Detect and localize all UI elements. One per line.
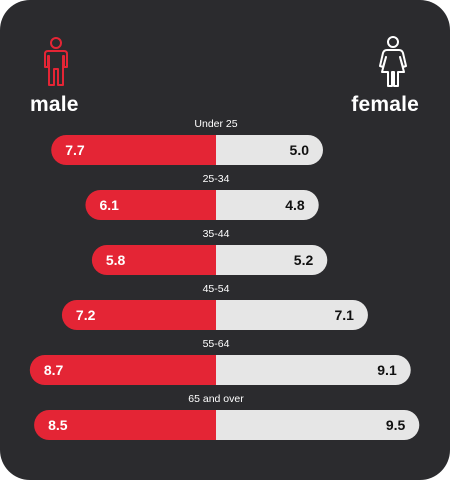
female-bar <box>216 245 328 275</box>
female-bar <box>216 190 319 220</box>
male-bar <box>51 135 217 165</box>
female-value-label: 9.1 <box>377 362 397 378</box>
male-value-label: 7.7 <box>65 142 85 158</box>
female-value-label: 4.8 <box>285 197 305 213</box>
female-bar <box>216 300 368 330</box>
male-person-icon <box>39 37 73 92</box>
legend-female-label: female <box>351 93 419 116</box>
female-bar <box>216 135 323 165</box>
category-label: 65 and over <box>188 393 244 405</box>
female-value-label: 5.2 <box>294 252 314 268</box>
female-value-label: 5.0 <box>290 142 310 158</box>
category-label: 45-54 <box>203 283 230 295</box>
male-bar <box>29 355 216 385</box>
category-label: Under 25 <box>194 118 237 130</box>
male-value-label: 5.8 <box>106 252 126 268</box>
category-label: 25-34 <box>203 173 230 185</box>
male-value-label: 8.5 <box>48 417 68 433</box>
male-bar <box>34 410 216 440</box>
female-value-label: 7.1 <box>334 307 354 323</box>
female-value-label: 9.5 <box>386 417 406 433</box>
male-value-label: 6.1 <box>99 197 119 213</box>
female-bar <box>216 410 420 440</box>
category-label: 55-64 <box>203 338 230 350</box>
male-bar <box>61 300 216 330</box>
legend-male-label: male <box>30 93 79 116</box>
male-bar <box>85 190 216 220</box>
female-person-icon <box>376 36 410 93</box>
category-label: 35-44 <box>203 228 230 240</box>
male-value-label: 7.2 <box>76 307 96 323</box>
male-value-label: 8.7 <box>44 362 64 378</box>
female-bar <box>216 355 411 385</box>
male-bar <box>91 245 216 275</box>
